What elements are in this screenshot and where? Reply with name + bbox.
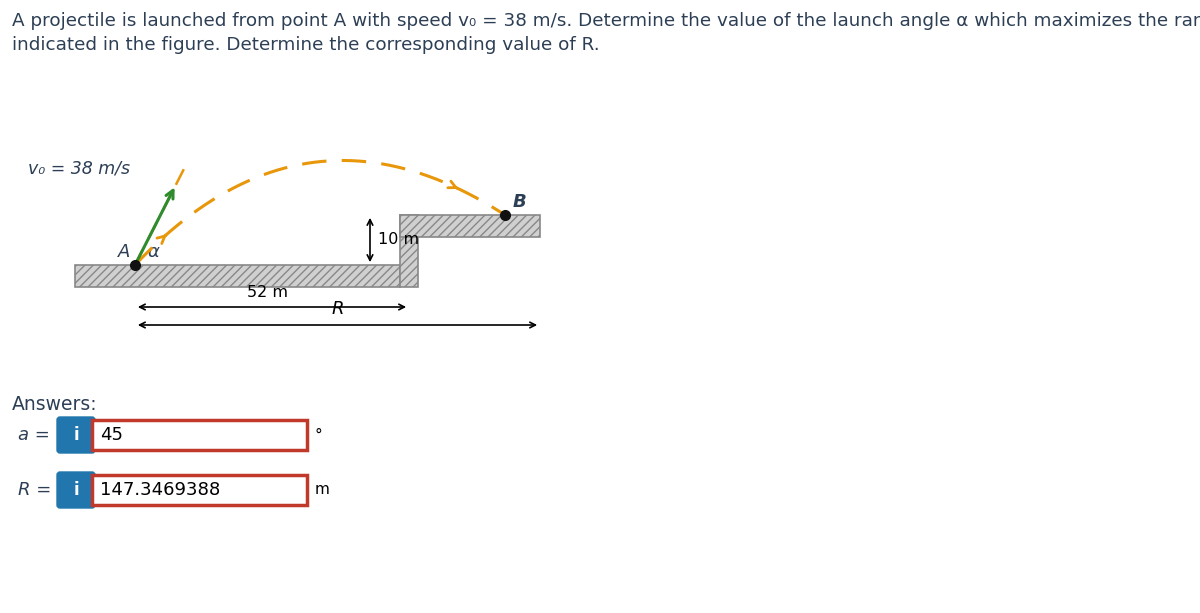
Text: 147.3469388: 147.3469388 [100, 481, 221, 499]
FancyBboxPatch shape [58, 472, 95, 508]
Text: α: α [148, 243, 158, 261]
Text: Answers:: Answers: [12, 395, 97, 414]
Bar [400, 215, 540, 237]
Text: B: B [514, 193, 527, 211]
Bar [400, 215, 418, 287]
Text: R: R [331, 300, 343, 318]
Text: v₀ = 38 m/s: v₀ = 38 m/s [28, 160, 130, 178]
FancyBboxPatch shape [58, 417, 95, 453]
Text: A projectile is launched from point A with speed v₀ = 38 m/s. Determine the valu: A projectile is launched from point A wi… [12, 12, 1200, 30]
Text: i: i [73, 481, 79, 499]
Text: i: i [73, 426, 79, 444]
Text: 52 m: 52 m [247, 285, 288, 300]
Text: 10 m: 10 m [378, 232, 419, 248]
Text: 45: 45 [100, 426, 124, 444]
Text: indicated in the figure. Determine the corresponding value of R.: indicated in the figure. Determine the c… [12, 36, 600, 54]
Text: R =: R = [18, 481, 52, 499]
FancyBboxPatch shape [92, 475, 307, 505]
Text: m: m [314, 482, 330, 498]
FancyBboxPatch shape [92, 420, 307, 450]
Text: °: ° [314, 427, 323, 443]
Bar [74, 265, 400, 287]
Text: A: A [118, 243, 130, 261]
Text: a =: a = [18, 426, 50, 444]
